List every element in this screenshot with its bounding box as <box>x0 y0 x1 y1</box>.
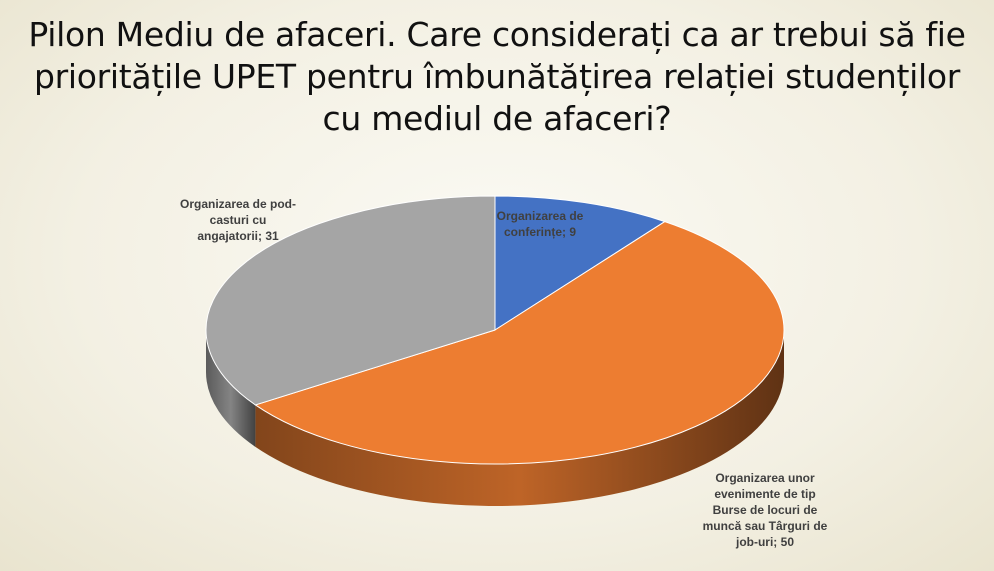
pie-side <box>206 330 256 447</box>
data-label: Organizarea unor evenimente de tip Burse… <box>702 471 828 549</box>
pie-side <box>255 330 785 507</box>
pie-slice <box>205 195 496 406</box>
slide-title: Pilon Mediu de afaceri. Care considerați… <box>28 15 966 138</box>
pie-slice <box>494 195 667 331</box>
data-label: Organizarea de conferințe; 9 <box>496 209 584 239</box>
data-label: Organizarea de pod-casturi cu angajatori… <box>179 197 297 243</box>
pie-slice <box>254 221 785 465</box>
